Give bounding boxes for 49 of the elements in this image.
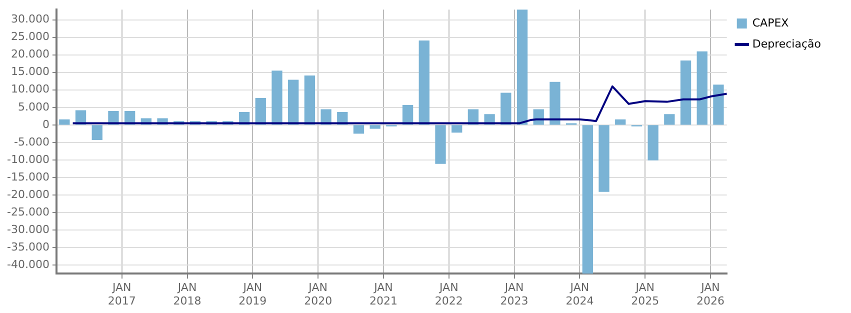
- y-tick-label: 30.000: [10, 12, 50, 26]
- y-tick-label: -5.000: [14, 135, 50, 148]
- bar: [615, 119, 626, 125]
- bar: [353, 125, 364, 134]
- y-tick-label: -15.000: [6, 170, 50, 184]
- x-tick-label: JAN 2018: [173, 281, 202, 308]
- x-tick-label: JAN 2019: [238, 281, 267, 308]
- legend-label: Depreciação: [752, 37, 822, 50]
- legend-label: CAPEX: [752, 16, 790, 30]
- x-tick-label: JAN 2025: [631, 281, 660, 308]
- y-tick-label: 5.000: [18, 100, 50, 114]
- y-tick-label: 20.000: [10, 48, 50, 61]
- bar: [500, 92, 512, 125]
- bar: [370, 125, 380, 129]
- y-tick-label: -40.000: [6, 258, 50, 272]
- x-tick-label: JAN 2023: [500, 281, 528, 308]
- bar: [648, 125, 658, 160]
- y-tick-label: -25.000: [6, 205, 50, 218]
- bar: [550, 82, 560, 125]
- bar: [598, 125, 610, 192]
- bar: [435, 125, 446, 164]
- bar: [92, 125, 102, 140]
- y-tick-label: -30.000: [6, 222, 50, 236]
- y-tick-label: -10.000: [6, 152, 50, 166]
- x-tick-label: JAN 2017: [108, 281, 136, 308]
- bar: [582, 125, 593, 274]
- x-tick-label: JAN 2022: [434, 281, 463, 308]
- bar: [418, 40, 430, 125]
- bar: [272, 70, 282, 125]
- x-tick-label: JAN 2021: [369, 281, 398, 308]
- bar: [516, 10, 528, 125]
- bar: [288, 80, 299, 125]
- bar: [452, 125, 462, 133]
- y-tick-label: -35.000: [6, 240, 50, 254]
- bar: [680, 60, 692, 125]
- x-tick-label: JAN 2024: [566, 281, 594, 308]
- x-tick-label: JAN 2026: [696, 281, 725, 308]
- y-tick-label: 10.000: [10, 82, 50, 96]
- y-tick-label: 15.000: [10, 65, 50, 78]
- bar: [713, 84, 724, 125]
- y-tick-label: -20.000: [6, 188, 50, 201]
- x-tick-label: JAN 2020: [304, 281, 332, 308]
- bar: [664, 114, 675, 125]
- bar: [255, 98, 266, 125]
- bar: [304, 76, 316, 125]
- y-tick-label: 25.000: [10, 30, 50, 44]
- y-tick-label: 0: [42, 118, 50, 131]
- bar: [696, 51, 708, 125]
- bar: [59, 119, 70, 125]
